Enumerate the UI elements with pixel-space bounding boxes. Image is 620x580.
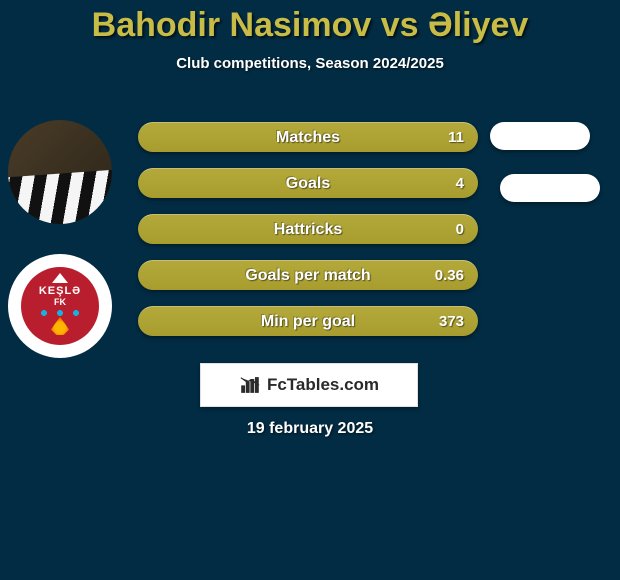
stat-value: 11 [448,129,464,146]
club-badge: KEŞLƏ FK [21,267,99,345]
avatars-column: KEŞLƏ FK [8,120,118,388]
badge-name: KEŞLƏ [39,285,81,297]
stat-label: Goals per match [245,267,370,285]
stat-value: 0 [456,221,464,238]
stat-label: Goals [286,175,330,193]
brand-box: FcTables.com [200,363,418,407]
vs-separator: vs [381,6,419,44]
stat-bar: Goals per match 0.36 [138,260,478,290]
brand-text: FcTables.com [267,375,379,395]
subtitle: Club competitions, Season 2024/2025 [0,55,620,72]
stat-label: Matches [276,129,340,147]
brand-chart-icon [239,374,261,396]
badge-sub: FK [54,297,66,307]
comparison-title: Bahodir Nasimov vs Əliyev [0,0,620,45]
stat-value: 0.36 [435,267,464,284]
player1-name: Bahodir Nasimov [92,6,372,44]
stat-bar: Hattricks 0 [138,214,478,244]
right-pills-column [490,122,600,226]
stat-label: Min per goal [261,313,355,331]
badge-wave-icon [40,309,80,317]
badge-flame-icon [51,317,69,335]
stat-bar: Matches 11 [138,122,478,152]
stat-value: 373 [439,313,464,330]
stats-column: Matches 11 Goals 4 Hattricks 0 Goals per… [138,122,478,352]
footer-date: 19 february 2025 [0,420,620,438]
stat-label: Hattricks [274,221,342,239]
blank-pill [490,122,590,150]
player1-avatar [8,120,112,224]
stat-bar: Min per goal 373 [138,306,478,336]
stat-bar: Goals 4 [138,168,478,198]
player2-avatar: KEŞLƏ FK [8,254,112,358]
stat-value: 4 [456,175,464,192]
player2-name: Əliyev [428,6,528,44]
blank-pill [500,174,600,202]
